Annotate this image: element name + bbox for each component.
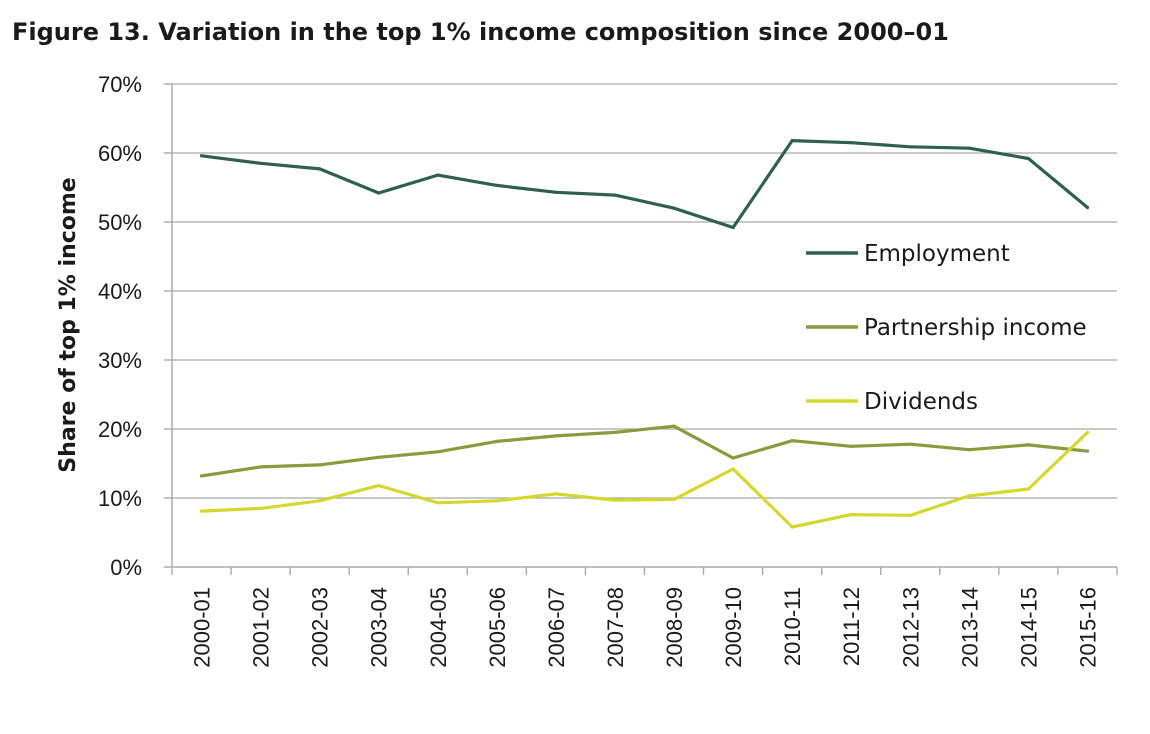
data-point — [1026, 487, 1031, 491]
data-point — [849, 512, 853, 517]
data-point — [1026, 443, 1031, 447]
series-line-1 — [199, 139, 1090, 230]
data-point — [436, 501, 440, 505]
data-point — [908, 442, 912, 446]
data-point — [554, 190, 558, 194]
data-point — [790, 439, 794, 443]
x-tick-label: 2006-07 — [544, 587, 569, 668]
x-tick-label: 2003-04 — [367, 587, 392, 668]
data-point — [1085, 205, 1090, 210]
x-tick-label: 2010-11 — [780, 587, 805, 666]
x-tick-label: 2002-03 — [308, 587, 333, 668]
x-tick-label: 2008-09 — [662, 587, 687, 668]
y-tick-label: 40% — [98, 279, 142, 304]
data-point — [908, 145, 912, 149]
x-tick-label: 2014-15 — [1016, 587, 1041, 668]
data-point — [849, 444, 853, 448]
data-point — [495, 183, 499, 188]
series-line-2 — [199, 424, 1090, 478]
legend-label: Employment — [864, 241, 1010, 267]
y-tick-label: 0% — [110, 555, 142, 580]
data-point — [436, 450, 440, 454]
series-lines — [199, 138, 1090, 529]
data-point — [258, 161, 263, 165]
data-point — [613, 498, 617, 502]
chart-title: Figure 13. Variation in the top 1% incom… — [12, 18, 949, 46]
data-point — [436, 173, 440, 177]
legend: Employment Partnership income Dividends — [806, 241, 1087, 415]
x-tick-label: 2009-10 — [721, 587, 746, 668]
x-tick-label: 2005-06 — [485, 587, 510, 668]
data-point — [1026, 156, 1031, 161]
x-tick-label: 2004-05 — [426, 587, 451, 668]
x-tick-label: 2000-01 — [190, 587, 215, 668]
data-point — [199, 474, 204, 478]
gridlines — [172, 83, 1117, 499]
y-axis-title: Share of top 1% income — [56, 177, 81, 472]
x-tick-label: 2011-12 — [839, 587, 864, 666]
y-tick-label: 60% — [98, 141, 142, 166]
data-point — [849, 141, 853, 145]
data-point — [672, 206, 676, 210]
data-point — [1085, 430, 1090, 435]
data-point — [1085, 449, 1090, 453]
legend-label: Partnership income — [864, 315, 1087, 341]
x-tick-label: 2015-16 — [1075, 587, 1100, 668]
y-tick-label: 50% — [98, 210, 142, 235]
data-point — [495, 439, 499, 444]
data-point — [318, 167, 322, 171]
data-point — [790, 138, 794, 143]
data-point — [967, 494, 971, 498]
x-tick-label: 2013-14 — [957, 587, 982, 668]
data-point — [731, 456, 735, 460]
series-line-3 — [199, 430, 1090, 529]
data-point — [377, 483, 381, 488]
x-tick-label: 2001-02 — [249, 587, 274, 668]
data-point — [377, 191, 381, 195]
data-point — [495, 499, 499, 503]
data-point — [908, 513, 912, 517]
data-point — [613, 430, 617, 435]
data-point — [672, 497, 676, 501]
data-point — [672, 424, 676, 428]
data-point — [318, 499, 322, 503]
data-point — [731, 225, 735, 230]
y-tick-label: 30% — [98, 348, 142, 373]
data-point — [199, 154, 204, 158]
x-tick-label: 2012-13 — [898, 587, 923, 668]
data-point — [967, 146, 971, 150]
data-point — [790, 525, 794, 529]
legend-label: Dividends — [864, 389, 978, 415]
data-point — [258, 465, 263, 469]
data-point — [258, 506, 263, 510]
data-point — [554, 434, 558, 438]
data-point — [199, 509, 204, 513]
data-point — [613, 193, 617, 197]
y-tick-label: 70% — [98, 72, 142, 97]
x-tick-label: 2007-08 — [603, 587, 628, 668]
y-tick-label: 10% — [98, 486, 142, 511]
data-point — [318, 463, 322, 467]
axes: 0% 10% 20% 30% 40% 50% 60% 70% 2000-01 2001-02 200… — [98, 72, 1118, 668]
data-point — [731, 467, 735, 471]
data-point — [967, 448, 971, 452]
data-point — [377, 455, 381, 459]
data-point — [554, 492, 558, 496]
y-tick-label: 20% — [98, 417, 142, 442]
